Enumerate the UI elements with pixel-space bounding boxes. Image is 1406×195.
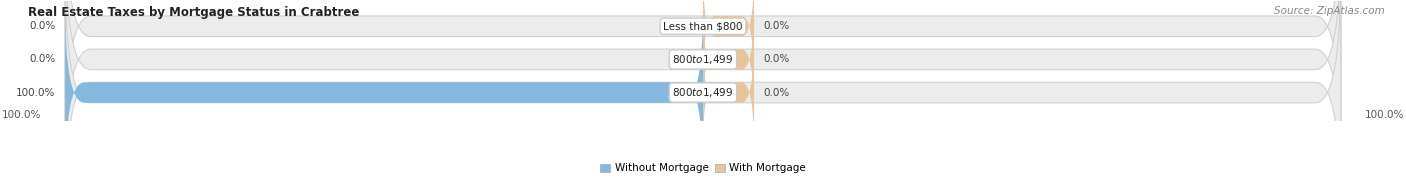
FancyBboxPatch shape <box>703 3 754 115</box>
Text: 0.0%: 0.0% <box>30 54 56 64</box>
Text: 100.0%: 100.0% <box>1365 110 1405 120</box>
Text: 0.0%: 0.0% <box>30 21 56 31</box>
FancyBboxPatch shape <box>703 36 754 149</box>
Text: Less than $800: Less than $800 <box>664 21 742 31</box>
Text: 0.0%: 0.0% <box>763 21 790 31</box>
FancyBboxPatch shape <box>65 0 1341 195</box>
FancyBboxPatch shape <box>65 0 1341 149</box>
FancyBboxPatch shape <box>65 0 1341 182</box>
Text: Real Estate Taxes by Mortgage Status in Crabtree: Real Estate Taxes by Mortgage Status in … <box>28 6 360 19</box>
FancyBboxPatch shape <box>703 0 754 82</box>
Text: $800 to $1,499: $800 to $1,499 <box>672 53 734 66</box>
Text: 0.0%: 0.0% <box>763 54 790 64</box>
Legend: Without Mortgage, With Mortgage: Without Mortgage, With Mortgage <box>596 159 810 178</box>
Text: 100.0%: 100.0% <box>1 110 41 120</box>
Text: $800 to $1,499: $800 to $1,499 <box>672 86 734 99</box>
FancyBboxPatch shape <box>65 3 703 182</box>
Text: 0.0%: 0.0% <box>763 88 790 98</box>
Text: 100.0%: 100.0% <box>17 88 56 98</box>
Text: Source: ZipAtlas.com: Source: ZipAtlas.com <box>1274 6 1385 16</box>
